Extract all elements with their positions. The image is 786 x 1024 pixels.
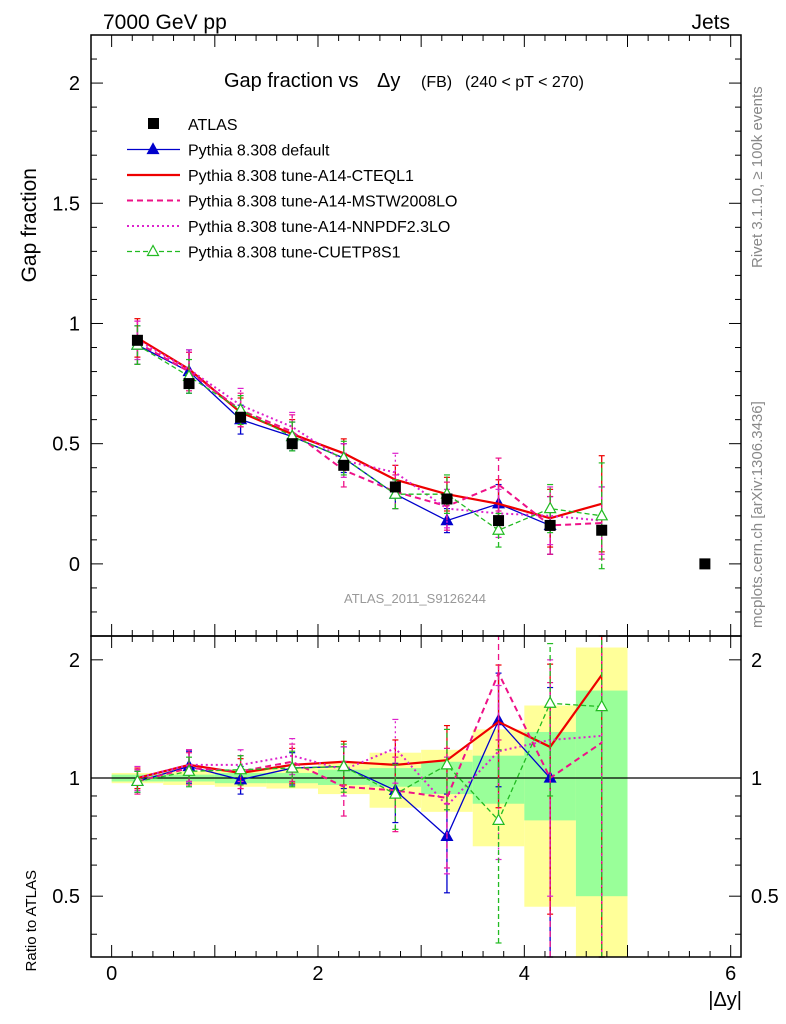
series-cuetp8s1	[130, 635, 609, 958]
data-point	[286, 438, 298, 450]
data-point	[388, 786, 402, 799]
data-point	[543, 696, 557, 708]
title-delta: Δy	[377, 70, 400, 92]
title-main: Gap fraction vs	[224, 70, 359, 92]
legend-entry-default: Pythia 8.308 default	[127, 142, 330, 160]
data-point	[183, 378, 195, 390]
data-point	[440, 757, 454, 770]
series-mstw	[134, 320, 605, 560]
data-point	[492, 522, 506, 535]
data-point	[130, 774, 144, 787]
legend-marker	[146, 142, 160, 155]
x-axis-ticks-ratio: 0 2 4 6	[106, 636, 736, 985]
data-point	[595, 508, 609, 521]
series-line	[136, 336, 603, 520]
legend-label: Pythia 8.308 tune-CUETP8S1	[188, 245, 401, 262]
legend-label: Pythia 8.308 tune-A14-MSTW2008LO	[188, 194, 457, 211]
data-point	[338, 459, 350, 471]
y-tick-label-right: 1	[751, 768, 762, 790]
header-jets-label: Jets	[691, 11, 730, 34]
y-tick-label: 1.5	[52, 193, 80, 215]
data-point	[543, 501, 557, 514]
data-point	[235, 411, 247, 423]
legend-label: Pythia 8.308 default	[188, 143, 330, 160]
legend-label: Pythia 8.308 tune-A14-NNPDF2.3LO	[188, 219, 450, 236]
data-point	[596, 524, 608, 536]
y-tick-label: 0.5	[52, 886, 80, 908]
series-line	[137, 734, 602, 808]
y-tick-label: 0.5	[52, 434, 80, 456]
series-line	[136, 339, 602, 522]
ratio-plot	[91, 635, 741, 958]
data-point	[699, 558, 711, 570]
main-plot	[130, 318, 711, 570]
y-tick-label: 2	[69, 73, 80, 95]
y-axis-ticks-main: 0 0.5 1 1.5 2	[52, 34, 741, 613]
series-cuetp8s1	[130, 325, 609, 570]
data-point	[131, 334, 143, 346]
legend-entry-atlas: ATLAS	[148, 117, 238, 134]
ratio-plot-frame	[90, 635, 742, 958]
mcplots-label: mcplots.cern.ch [arXiv:1306.3436]	[749, 401, 766, 628]
legend-entry-nnpdf: Pythia 8.308 tune-A14-NNPDF2.3LO	[127, 219, 450, 236]
y-tick-label: 1	[69, 313, 80, 335]
data-point	[492, 813, 506, 825]
x-tick-label: 2	[312, 963, 323, 985]
x-tick-label: 6	[725, 963, 736, 985]
legend-label: Pythia 8.308 tune-A14-CTEQL1	[188, 168, 414, 185]
legend-entry-cuetp8s1: Pythia 8.308 tune-CUETP8S1	[127, 244, 401, 262]
data-point	[441, 493, 453, 505]
series-line	[137, 674, 603, 780]
legend-label: ATLAS	[188, 117, 238, 134]
ratio-ylabel: Ratio to ATLAS	[23, 870, 40, 971]
y-axis-ticks-ratio: 0.5 0.5 1 1 2 2	[52, 650, 779, 935]
series-line	[137, 344, 551, 527]
data-point	[388, 486, 402, 499]
data-point	[182, 764, 196, 776]
data-point	[389, 481, 401, 493]
title-fb: (FB)	[421, 74, 452, 91]
data-point	[337, 759, 351, 772]
x-axis-ticks-main	[111, 35, 732, 636]
legend-marker	[148, 118, 159, 129]
data-point	[234, 762, 248, 775]
xlabel: |Δy|	[708, 989, 742, 1011]
analysis-id-label: ATLAS_2011_S9126244	[344, 591, 486, 606]
data-point	[493, 515, 505, 527]
main-plot-title: Gap fraction vs Δy (FB) (240 < pT < 270)	[224, 70, 584, 92]
series-line	[137, 670, 603, 799]
main-ylabel: Gap fraction	[18, 168, 41, 282]
series-atlas	[131, 334, 711, 570]
y-tick-label-right: 2	[751, 650, 762, 672]
y-tick-label: 1	[69, 768, 80, 790]
data-point	[595, 699, 609, 712]
legend-marker	[146, 244, 160, 257]
series-line	[137, 344, 602, 531]
series-cteql1	[134, 318, 605, 553]
rivet-version-label: Rivet 3.1.10, ≥ 100k events	[749, 86, 766, 268]
data-point	[544, 519, 556, 531]
data-point	[285, 760, 299, 773]
series-line	[136, 341, 602, 527]
x-tick-label: 0	[106, 963, 117, 985]
y-tick-label-right: 0.5	[751, 886, 779, 908]
legend-entry-mstw: Pythia 8.308 tune-A14-MSTW2008LO	[127, 194, 457, 211]
legend: ATLAS Pythia 8.308 default Pythia 8.308 tu…	[127, 117, 457, 262]
header-energy-label: 7000 GeV pp	[103, 11, 227, 34]
title-range: (240 < pT < 270)	[465, 74, 584, 91]
y-tick-label: 0	[69, 554, 80, 576]
y-tick-label: 2	[69, 650, 80, 672]
series-line	[137, 702, 602, 822]
legend-entry-cteql1: Pythia 8.308 tune-A14-CTEQL1	[127, 168, 414, 185]
x-tick-label: 4	[519, 963, 530, 985]
